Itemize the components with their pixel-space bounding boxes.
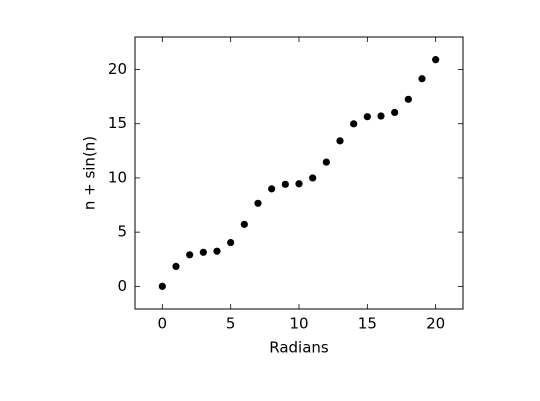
x-tick-label: 5 <box>226 315 236 333</box>
point <box>418 75 426 83</box>
x-tick-label: 0 <box>158 315 168 333</box>
point <box>227 238 235 247</box>
point <box>391 108 399 117</box>
point <box>254 199 262 207</box>
y-tick-label: 20 <box>108 60 127 78</box>
point <box>350 120 358 128</box>
y-tick-label: 0 <box>117 277 127 295</box>
point <box>268 185 276 193</box>
point <box>199 248 207 256</box>
point <box>213 247 221 255</box>
point <box>158 282 166 290</box>
x-tick-label: 10 <box>289 315 308 333</box>
x-tick-label: 15 <box>358 315 377 333</box>
x-axis-label: Radians <box>269 339 329 357</box>
y-tick-label: 15 <box>108 114 127 132</box>
point <box>309 174 317 182</box>
point <box>363 113 371 121</box>
point <box>404 95 412 103</box>
point <box>322 158 330 166</box>
y-tick-label: 10 <box>108 168 127 186</box>
point <box>336 137 344 145</box>
point <box>432 56 440 64</box>
plot-frame <box>134 36 464 310</box>
point <box>240 220 248 228</box>
x-tick-label: 20 <box>426 315 445 333</box>
point <box>172 262 180 270</box>
y-tick-label: 5 <box>117 223 127 241</box>
point <box>377 112 385 120</box>
point <box>186 251 194 259</box>
point <box>281 180 289 188</box>
point <box>295 180 303 188</box>
y-axis-label: n + sin(n) <box>81 136 99 210</box>
